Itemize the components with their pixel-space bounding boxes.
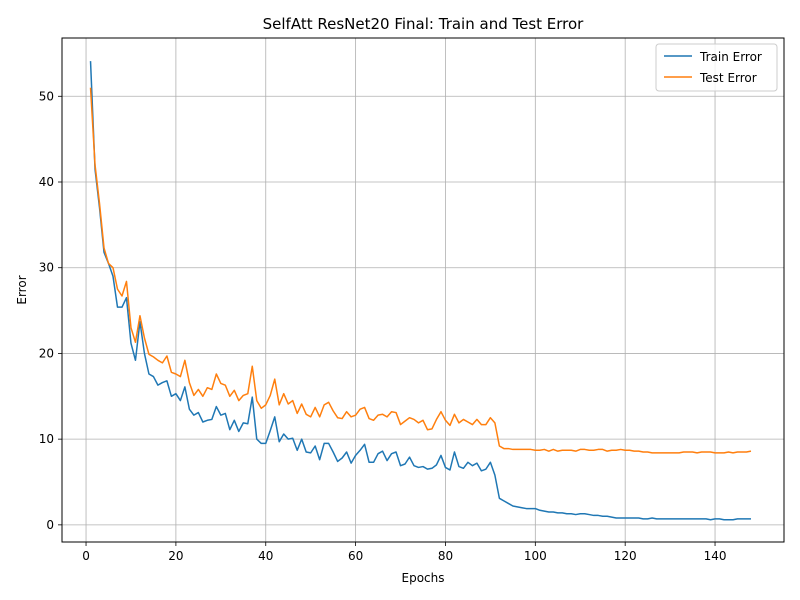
series-line-train-error bbox=[89, 61, 751, 521]
grid bbox=[62, 38, 784, 542]
series-line-test-error bbox=[89, 87, 752, 454]
x-tick-label: 20 bbox=[168, 549, 183, 563]
legend-label-test-error: Test Error bbox=[699, 71, 757, 85]
series-layer bbox=[89, 61, 752, 521]
y-tick-label: 40 bbox=[39, 175, 54, 189]
x-tick-label: 60 bbox=[348, 549, 363, 563]
x-tick-label: 100 bbox=[524, 549, 547, 563]
y-tick-label: 50 bbox=[39, 89, 54, 103]
y-tick-label: 10 bbox=[39, 432, 54, 446]
chart-title: SelfAtt ResNet20 Final: Train and Test E… bbox=[263, 15, 585, 33]
x-tick-label: 40 bbox=[258, 549, 273, 563]
legend-label-train-error: Train Error bbox=[699, 50, 762, 64]
x-tick-label: 80 bbox=[438, 549, 453, 563]
y-tick-label: 0 bbox=[46, 518, 54, 532]
x-axis-ticks: 0 20 40 60 80 100 120 140 bbox=[82, 542, 726, 563]
x-axis-label: Epochs bbox=[402, 571, 445, 585]
x-tick-label: 120 bbox=[614, 549, 637, 563]
plot-frame bbox=[61, 37, 785, 543]
y-tick-label: 20 bbox=[39, 346, 54, 360]
legend: Train Error Test Error bbox=[655, 43, 778, 92]
x-tick-label: 0 bbox=[82, 549, 90, 563]
y-tick-label: 30 bbox=[39, 261, 54, 275]
y-axis-label: Error bbox=[15, 275, 29, 304]
y-axis-ticks: 0 10 20 30 40 50 bbox=[39, 89, 62, 532]
x-tick-label: 140 bbox=[704, 549, 727, 563]
